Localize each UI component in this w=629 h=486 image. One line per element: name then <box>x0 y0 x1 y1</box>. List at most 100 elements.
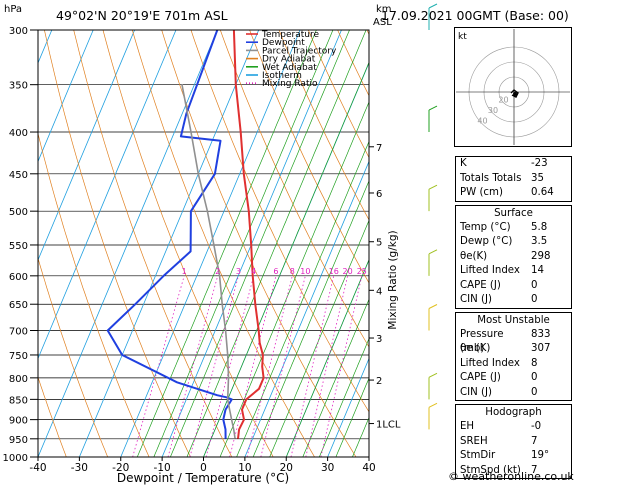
x-tick-label: 40 <box>362 462 375 474</box>
copyright-footer: © weatheronline.co.uk <box>448 470 574 483</box>
row-label: Dewp (°C) <box>460 236 513 247</box>
asl-label: ASL <box>373 17 392 28</box>
mixing-ratio-axis-label: Mixing Ratio (g/kg) <box>387 230 399 329</box>
dry-adiabat-line <box>73 30 233 457</box>
isotherm-line <box>244 160 369 457</box>
wind-barb <box>428 402 438 408</box>
row-value: 3.5 <box>531 236 548 247</box>
row-value: 307 <box>531 343 551 354</box>
row-label: EH <box>460 421 475 432</box>
mixing-ratio-label: 8 <box>290 267 295 276</box>
pressure-tick-label: 300 <box>9 26 28 37</box>
table-row: θe(K) 298 <box>456 250 571 265</box>
table-row: K -23 <box>456 157 571 172</box>
datetime-title: 17.09.2021 00GMT (Base: 00) <box>381 8 569 23</box>
dry-adiabat-line <box>161 30 357 457</box>
mixing-ratio-line <box>189 275 239 457</box>
wind-barb <box>428 372 438 378</box>
pressure-tick-label: 950 <box>9 435 28 446</box>
isotherm-line <box>327 357 369 457</box>
table-row: Totals Totals 35 <box>456 172 571 187</box>
row-value: 0 <box>531 279 538 291</box>
table-row: Pressure (mb) 833 <box>456 328 571 355</box>
pressure-tick-label: 800 <box>9 374 28 385</box>
most-unstable-title: Most Unstable <box>477 314 550 326</box>
pressure-tick-label: 350 <box>9 81 28 92</box>
mixing-ratio-line <box>260 275 306 457</box>
mixing-ratio-line <box>132 275 185 457</box>
wet-adiabat-line <box>302 298 369 457</box>
wet-adiabat-line <box>186 30 367 457</box>
isotherm-line <box>79 30 260 457</box>
legend-label: Mixing Ratio <box>262 79 318 89</box>
table-row: Lifted Index 14 <box>456 264 571 279</box>
mixing-ratio-line <box>167 275 219 457</box>
indices-table: K -23 Totals Totals 35 PW (cm) 0.64 Surface T… <box>455 156 572 482</box>
row-label: K <box>460 158 467 169</box>
row-value: 0 <box>531 372 538 383</box>
row-label: CAPE (J) <box>460 279 501 291</box>
row-value: 5.8 <box>531 221 548 233</box>
table-row: PW (cm) 0.64 <box>456 186 571 201</box>
km-tick-label: 4 <box>376 286 382 297</box>
row-value: 833 <box>531 328 551 340</box>
dry-adiabat-line <box>602 30 629 457</box>
dry-adiabat-line <box>219 30 369 348</box>
km-tick-label: 7 <box>376 143 382 154</box>
row-label: Pressure (mb) <box>460 328 504 355</box>
wet-adiabat-line <box>219 101 369 457</box>
mixing-ratio-label: 20 <box>343 267 353 276</box>
x-tick-label: 30 <box>321 462 334 474</box>
pressure-tick-label: 750 <box>9 351 28 362</box>
table-row: CAPE (J) 0 <box>456 279 571 294</box>
wet-adiabat-line <box>285 258 369 457</box>
dry-adiabat-line <box>131 30 315 457</box>
km-tick-label: 3 <box>376 334 382 345</box>
mixing-ratio-line <box>205 275 255 457</box>
row-label: CAPE (J) <box>460 372 501 383</box>
wind-barb <box>428 105 438 111</box>
dry-adiabat-line <box>44 30 191 457</box>
mixing-ratio-label: 10 <box>300 267 310 276</box>
row-label: SREH <box>460 435 488 447</box>
row-label: θe(K) <box>460 250 488 262</box>
legend-label: Temperature <box>261 30 319 40</box>
wet-adiabat-line <box>335 377 369 457</box>
isotherm-line <box>38 30 94 163</box>
mixing-ratio-label: 2 <box>215 267 220 276</box>
wet-adiabat-line <box>153 30 334 457</box>
hodograph-ring-label: 40 <box>477 117 487 126</box>
row-value: 35 <box>531 172 544 184</box>
row-label: StmDir <box>460 450 496 461</box>
dry-adiabat-line <box>190 30 369 413</box>
isotherm-line <box>38 30 218 457</box>
row-value: 7 <box>531 464 538 476</box>
hodograph-title: Hodograph <box>485 407 542 418</box>
wind-barb <box>428 184 438 190</box>
series-parcel-trajectory <box>181 84 236 439</box>
dry-adiabat-line <box>38 376 67 457</box>
table-row: Lifted Index 8 <box>456 357 571 372</box>
row-label: CIN (J) <box>460 386 492 398</box>
row-label: CIN (J) <box>460 294 492 305</box>
legend-label: Wet Adiabat <box>262 63 317 73</box>
table-row: CAPE (J) 0 <box>456 371 571 386</box>
pressure-tick-label: 550 <box>9 241 28 252</box>
hodograph-ring-label: 30 <box>488 106 498 115</box>
row-label: Temp (°C) <box>460 221 511 233</box>
table-row: StmSpd (kt) 7 <box>456 464 571 479</box>
mixing-ratio-line <box>246 275 293 457</box>
km-tick-label: 2 <box>376 376 382 387</box>
pressure-tick-label: 500 <box>9 207 28 218</box>
hodograph-ring-label: 20 <box>498 96 508 105</box>
table-row: SREH 7 <box>456 435 571 450</box>
series-temperature <box>232 30 265 439</box>
table-row: Dewp (°C) 3.5 <box>456 235 571 250</box>
hodograph-block: Hodograph EH -0 SREH 7 StmDir 19° StmSpd (kt) 7 <box>455 404 572 479</box>
row-value: -0 <box>531 421 542 432</box>
pressure-tick-label: 450 <box>9 170 28 181</box>
dry-adiabat-line <box>102 30 274 457</box>
mixing-ratio-line <box>320 275 363 457</box>
wet-adiabat-line <box>136 30 317 457</box>
dry-adiabat-line <box>38 257 109 457</box>
